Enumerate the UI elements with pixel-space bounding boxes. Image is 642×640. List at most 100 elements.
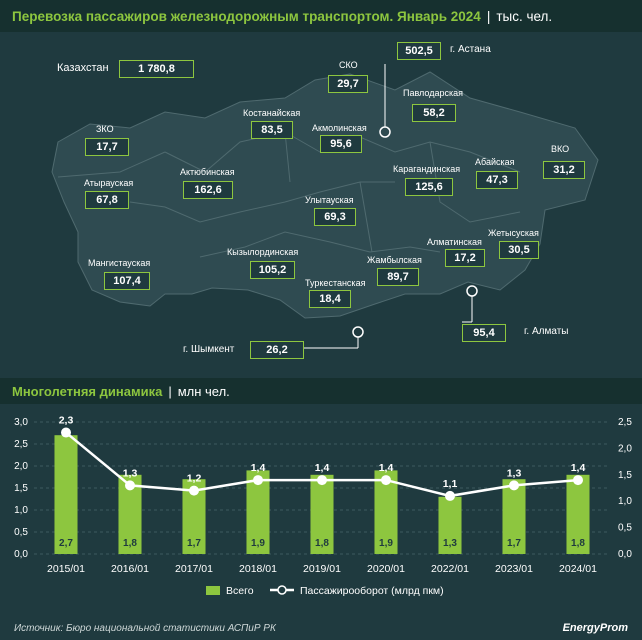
x-tick-label: 2022/01 [431,563,469,575]
line-value-label: 1,2 [187,473,202,485]
shymkent-marker [352,326,364,338]
y-left-tick-label: 3,0 [14,417,28,428]
section-separator: | [168,383,172,399]
section-header: Многолетняя динамика | млн чел. [0,378,642,404]
y-right-tick-label: 1,5 [618,470,632,481]
x-tick-label: 2024/01 [559,563,597,575]
footer: Источник: Бюро национальной статистики А… [0,616,642,640]
bar-value-label: 1,9 [379,538,393,549]
total-label: Казахстан [57,62,109,74]
x-tick-label: 2017/01 [175,563,213,575]
region-value-atyrau: 67,8 [85,191,129,209]
x-tick-label: 2020/01 [367,563,405,575]
region-value-astana: 502,5 [397,42,441,60]
region-value-sko: 29,7 [328,75,368,93]
y-left-tick-label: 1,5 [14,483,28,494]
line-point [381,475,391,486]
line-point [125,480,135,491]
x-tick-label: 2015/01 [47,563,85,575]
line-point [317,475,327,486]
region-label-atyrau: Атырауская [84,178,134,188]
y-right-tick-label: 0,5 [618,523,632,534]
region-label-aktobe: Актюбинская [180,167,235,177]
x-tick-label: 2018/01 [239,563,277,575]
bar [566,474,590,554]
bar [246,470,270,554]
x-tick-label: 2019/01 [303,563,341,575]
bar-value-label: 1,8 [571,538,585,549]
line-point [445,490,455,501]
region-label-astana: г. Астана [450,44,491,55]
title-separator: | [486,8,491,24]
page-header: Перевозка пассажиров железнодорожным тра… [0,0,642,32]
line-point [573,475,583,486]
line-value-label: 1,3 [507,467,522,479]
region-label-zhetysu: Жетысуская [488,228,539,238]
region-label-akmola: Акмолинская [312,123,367,133]
region-value-zhambyl: 89,7 [377,268,419,286]
bar [502,479,526,554]
x-tick-label: 2016/01 [111,563,149,575]
bar-value-label: 1,8 [123,538,137,549]
region-label-shymkent: г. Шымкент [183,344,235,355]
section-title: Многолетняя динамика [12,383,163,399]
y-right-tick-label: 1,0 [618,496,632,507]
line-point [189,485,199,496]
kazakhstan-map: Казахстан 1 780,8 СКО 29,7 502,5 г. Аста… [0,32,642,372]
bar [310,474,334,554]
title-unit: тыс. чел. [496,8,553,24]
bar-value-label: 1,3 [443,538,457,549]
bar-value-label: 1,7 [187,538,201,549]
region-label-kyzylorda: Кызылординская [227,247,299,257]
y-right-tick-label: 0,0 [618,549,632,560]
region-label-karaganda: Карагандинская [393,164,461,174]
region-value-vko: 31,2 [543,161,585,179]
y-right-tick-label: 2,5 [618,417,632,428]
region-label-abai: Абайская [475,157,515,167]
section-unit: млн чел. [177,383,230,399]
y-left-tick-label: 1,0 [14,505,28,516]
x-tick-label: 2023/01 [495,563,533,575]
page-title: Перевозка пассажиров железнодорожным тра… [12,8,481,24]
line-point [253,475,263,486]
legend-line-label: Пассажирооборот (млрд пкм) [300,585,444,597]
line-value-label: 2,3 [59,415,74,427]
bar-value-label: 1,7 [507,538,521,549]
region-value-aktobe: 162,6 [183,181,233,199]
line-value-label: 1,1 [443,478,458,490]
total-value: 1 780,8 [119,60,194,78]
region-label-turkestan: Туркестанская [305,278,366,288]
region-value-pavlodar: 58,2 [412,104,456,122]
region-label-vko: ВКО [551,144,570,154]
bar-value-label: 2,7 [59,538,73,549]
region-value-kyzylorda: 105,2 [250,261,295,279]
region-value-mangistau: 107,4 [104,272,150,290]
region-label-zko: ЗКО [96,124,114,134]
region-value-shymkent: 26,2 [250,341,304,359]
y-right-tick-label: 2,0 [618,443,632,454]
region-value-almaty-region: 17,2 [445,249,485,267]
y-left-tick-label: 2,0 [14,461,28,472]
region-value-zhetysu: 30,5 [499,241,539,259]
dynamics-chart: 0,0 0,5 1,0 1,5 2,0 2,5 3,0 0,0 0,5 1,0 1,5 2,0 2,5 2… [14,415,632,597]
source-text: Источник: Бюро национальной статистики А… [14,622,276,634]
line-value-label: 1,4 [315,462,330,474]
legend-line-marker [277,585,287,595]
region-label-sko: СКО [339,60,358,70]
line-point [61,427,71,438]
region-label-ulytau: Улытауская [305,195,354,205]
region-label-zhambyl: Жамбылская [367,255,422,265]
brand-logo: EnergyProm [562,622,628,634]
line-value-label: 1,3 [123,467,138,479]
region-value-turkestan: 18,4 [309,290,351,308]
bar-value-label: 1,9 [251,538,265,549]
y-left-tick-label: 0,0 [14,549,28,560]
region-label-almaty-region: Алматинская [427,237,482,247]
region-label-almaty-city: г. Алматы [524,326,569,337]
region-value-kostanay: 83,5 [251,121,293,139]
region-value-almaty-city: 95,4 [462,324,506,342]
bar [374,470,398,554]
y-left-tick-label: 0,5 [14,527,28,538]
line-value-label: 1,4 [379,462,394,474]
bar [438,496,462,554]
